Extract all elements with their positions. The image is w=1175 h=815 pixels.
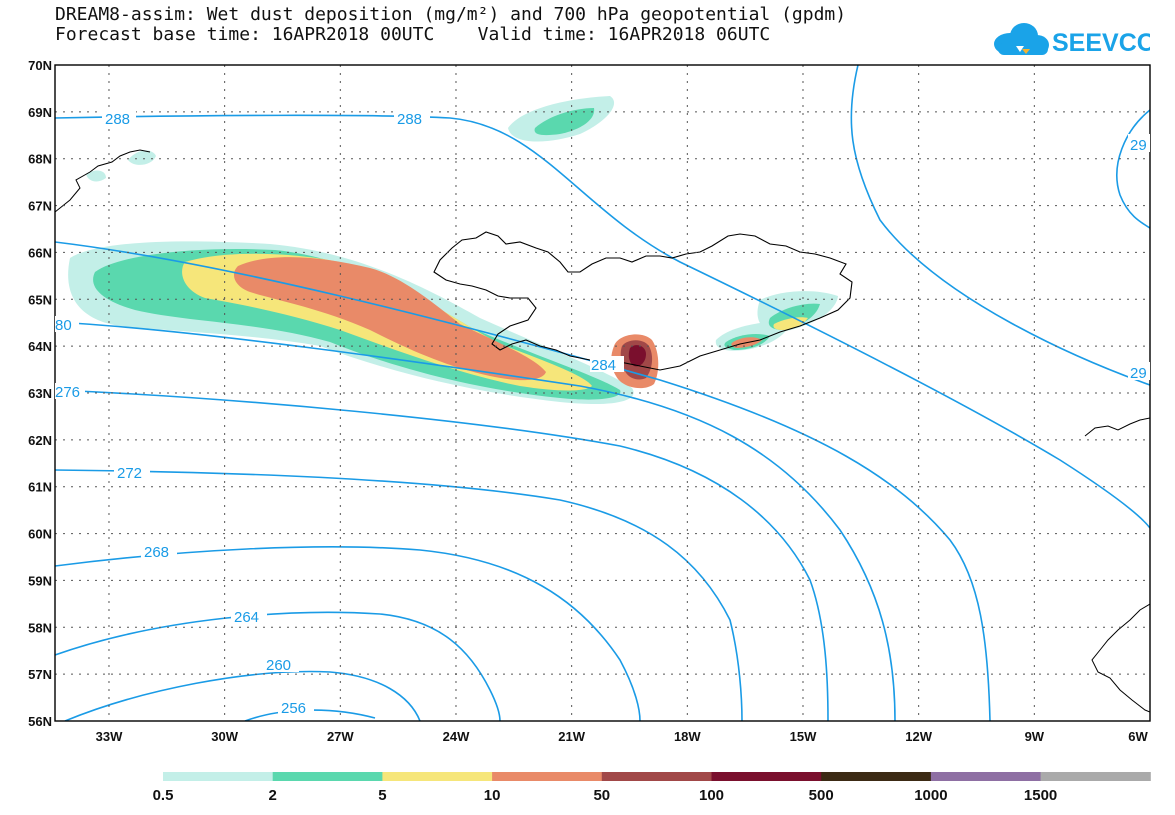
latitude-tick-label: 57N — [28, 667, 52, 682]
latitude-tick-label: 64N — [28, 339, 52, 354]
contour-label: 288 — [105, 111, 130, 128]
legend-labels: 0.5 2 5 10 50 100 500 1000 1500 — [153, 787, 1058, 804]
legend-swatch — [930, 772, 1042, 781]
legend-swatch — [492, 772, 603, 781]
map-title-line2: Forecast base time: 16APR2018 00UTC Vali… — [55, 24, 771, 45]
legend-label: 5 — [378, 787, 386, 804]
longitude-tick-label: 6W — [1128, 729, 1148, 744]
longitude-tick-label: 33W — [96, 729, 123, 744]
longitude-tick-label: 24W — [443, 729, 470, 744]
contour-label: 268 — [144, 544, 169, 561]
latitude-tick-label: 58N — [28, 620, 52, 635]
contour-label: 276 — [55, 384, 80, 401]
latitude-tick-label: 70N — [28, 58, 52, 73]
graticule — [55, 65, 1150, 721]
greenland-coastline — [55, 149, 151, 213]
seevccc-logo: SEEVCCC — [994, 23, 1150, 57]
contour-label: 284 — [591, 357, 616, 374]
longitude-tick-label: 9W — [1025, 729, 1045, 744]
scotland-coastline — [1091, 603, 1150, 713]
cloud-logo-icon — [994, 23, 1049, 55]
dust-plume-west — [68, 241, 634, 405]
contour-label: 288 — [397, 111, 422, 128]
contour-label: 29 — [1130, 137, 1147, 154]
contour-label: 260 — [266, 657, 291, 674]
dust-hotspot-south — [611, 334, 659, 389]
contour-label: 272 — [117, 465, 142, 482]
latitude-tick-label: 60N — [28, 527, 52, 542]
iceland-coastline — [433, 231, 853, 371]
dust-patch-north — [508, 96, 615, 142]
latitude-tick-label: 69N — [28, 105, 52, 120]
latitude-tick-label: 59N — [28, 573, 52, 588]
longitude-labels: 33W 30W 27W 24W 21W 18W 15W 12W 9W 6W — [96, 729, 1149, 744]
legend-swatch — [272, 772, 383, 781]
latitude-tick-label: 61N — [28, 480, 52, 495]
contour-label: 256 — [281, 700, 306, 717]
contour-label: 29 — [1130, 365, 1147, 382]
geopotential-contours — [55, 65, 1150, 721]
latitude-tick-label: 63N — [28, 386, 52, 401]
legend-swatch — [601, 772, 712, 781]
contour-label: 80 — [55, 317, 72, 334]
latitude-tick-label: 56N — [28, 714, 52, 729]
legend-swatch — [821, 772, 932, 781]
legend-label: 500 — [809, 787, 834, 804]
legend-label: 50 — [593, 787, 610, 804]
map-title-line1: DREAM8-assim: Wet dust deposition (mg/m²… — [55, 4, 847, 25]
legend-label: 0.5 — [153, 787, 174, 804]
legend-swatch — [1040, 772, 1151, 781]
legend-swatch — [382, 772, 493, 781]
dust-patch-southeast — [715, 291, 838, 351]
longitude-tick-label: 30W — [211, 729, 238, 744]
legend-label: 1000 — [914, 787, 947, 804]
contour-labels: 288 288 29 80 284 276 29 272 268 264 260… — [55, 110, 1150, 717]
legend-swatch — [163, 772, 274, 781]
longitude-tick-label: 27W — [327, 729, 354, 744]
longitude-tick-label: 21W — [558, 729, 585, 744]
latitude-tick-label: 62N — [28, 433, 52, 448]
contour-label: 264 — [234, 609, 259, 626]
legend-label: 10 — [484, 787, 501, 804]
latitude-tick-label: 66N — [28, 245, 52, 260]
legend-label: 2 — [269, 787, 277, 804]
logo-text: SEEVCCC — [1052, 29, 1150, 57]
legend-label: 100 — [699, 787, 724, 804]
latitude-tick-label: 65N — [28, 292, 52, 307]
legend-swatch — [711, 772, 822, 781]
legend-label: 1500 — [1024, 787, 1057, 804]
latitude-tick-label: 67N — [28, 199, 52, 214]
longitude-tick-label: 15W — [790, 729, 817, 744]
faroe-coastline — [1084, 417, 1150, 437]
latitude-tick-label: 68N — [28, 152, 52, 167]
color-legend — [163, 772, 1151, 781]
longitude-tick-label: 12W — [905, 729, 932, 744]
latitude-labels: 70N 69N 68N 67N 66N 65N 64N 63N 62N 61N 60N 59N 58N 5… — [28, 58, 52, 729]
longitude-tick-label: 18W — [674, 729, 701, 744]
